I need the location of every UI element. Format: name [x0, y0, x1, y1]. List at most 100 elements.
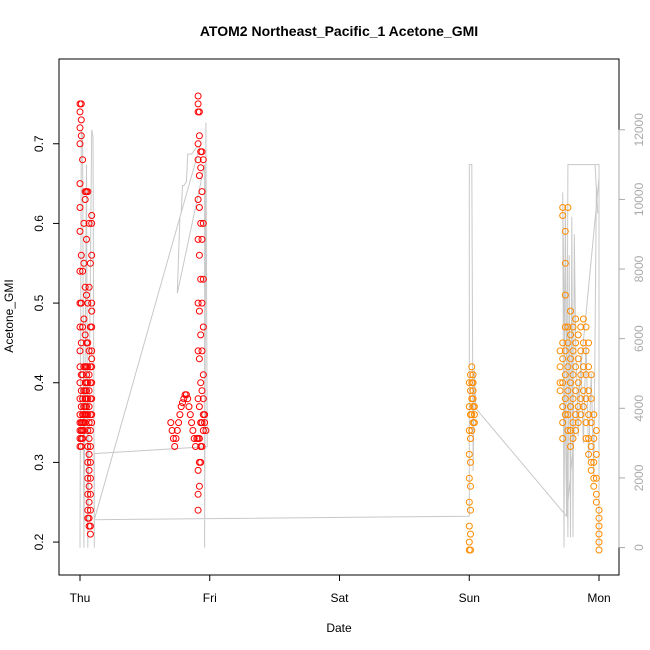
data-point — [176, 411, 184, 419]
data-point — [88, 363, 96, 371]
data-point — [595, 522, 603, 530]
data-point — [182, 391, 190, 399]
data-point — [469, 395, 477, 403]
data-point — [469, 379, 477, 387]
data-point — [194, 490, 202, 498]
data-point — [587, 395, 595, 403]
data-point — [77, 116, 85, 124]
data-point — [585, 450, 593, 458]
data-point — [592, 498, 600, 506]
data-point — [587, 466, 595, 474]
data-point — [85, 283, 93, 291]
data-point — [467, 482, 474, 490]
data-point — [76, 227, 84, 235]
data-point — [470, 403, 478, 411]
data-point — [561, 371, 569, 379]
data-point — [194, 100, 202, 108]
data-point — [84, 474, 92, 482]
data-point — [195, 435, 203, 442]
data-point — [590, 474, 598, 482]
altitude-line — [79, 122, 600, 548]
data-point — [189, 427, 197, 434]
data-point — [83, 235, 90, 243]
data-point — [467, 435, 474, 442]
data-point — [86, 522, 94, 530]
data-point — [167, 419, 175, 427]
data-point — [84, 363, 92, 371]
data-point — [84, 506, 92, 514]
data-point — [197, 219, 205, 227]
data-point — [88, 212, 96, 219]
data-point — [198, 443, 206, 450]
data-point — [467, 546, 474, 554]
data-point — [197, 379, 205, 387]
data-point — [574, 331, 582, 339]
x-tick-label: Sun — [459, 591, 480, 605]
data-point — [84, 395, 92, 403]
data-point — [468, 363, 476, 371]
data-point — [561, 323, 569, 331]
data-point — [77, 251, 85, 259]
y-tick-label: 0.3 — [32, 454, 46, 471]
data-point — [595, 506, 603, 514]
data-point — [561, 259, 569, 267]
data-point — [579, 363, 587, 371]
data-point — [569, 347, 577, 355]
data-point — [564, 339, 572, 347]
data-point — [572, 363, 580, 371]
data-point — [175, 419, 183, 427]
data-point — [84, 443, 92, 450]
data-point — [468, 411, 476, 419]
data-point — [569, 395, 577, 403]
plot-frame — [58, 58, 620, 576]
data-point — [88, 299, 96, 307]
data-point — [465, 450, 473, 458]
data-point — [198, 347, 206, 355]
data-point — [76, 180, 84, 188]
data-point — [84, 299, 92, 307]
data-point — [199, 371, 207, 379]
data-point — [564, 387, 572, 395]
data-point — [585, 411, 593, 419]
data-point — [585, 339, 593, 347]
data-point — [567, 443, 574, 450]
y-tick-label: 0.4 — [32, 374, 46, 391]
y-tick-label: 0.6 — [32, 215, 46, 232]
right-axis: 0 2000 4000 6000 8000 10000 12000 — [618, 113, 646, 551]
data-point — [195, 251, 203, 259]
data-point — [579, 339, 587, 347]
data-point — [77, 132, 85, 140]
data-point — [194, 156, 202, 164]
y-tick-label: 0.2 — [32, 533, 46, 550]
data-point — [88, 355, 96, 363]
data-point — [84, 188, 92, 196]
data-point — [76, 204, 84, 211]
data-point — [465, 522, 473, 530]
data-point — [595, 538, 603, 546]
data-point — [79, 156, 87, 164]
data-point — [85, 482, 93, 490]
data-point — [559, 419, 567, 427]
data-point — [85, 498, 93, 506]
data-point — [198, 188, 206, 196]
data-point — [199, 323, 207, 331]
data-point — [198, 235, 206, 243]
data-point — [561, 411, 569, 419]
data-point — [197, 331, 205, 339]
right-tick-label: 0 — [632, 544, 646, 551]
y-tick-label: 0.7 — [32, 135, 46, 152]
data-point — [85, 387, 93, 395]
data-point — [595, 546, 603, 554]
data-point — [83, 403, 90, 411]
points-layer — [76, 92, 603, 554]
data-point — [88, 379, 96, 387]
data-point — [79, 323, 87, 331]
data-point — [88, 307, 96, 315]
data-point — [188, 419, 196, 427]
data-point — [590, 411, 598, 419]
data-point — [197, 164, 205, 172]
data-point — [577, 347, 585, 355]
data-point — [199, 395, 207, 403]
data-point — [572, 339, 580, 347]
data-point — [88, 251, 96, 259]
